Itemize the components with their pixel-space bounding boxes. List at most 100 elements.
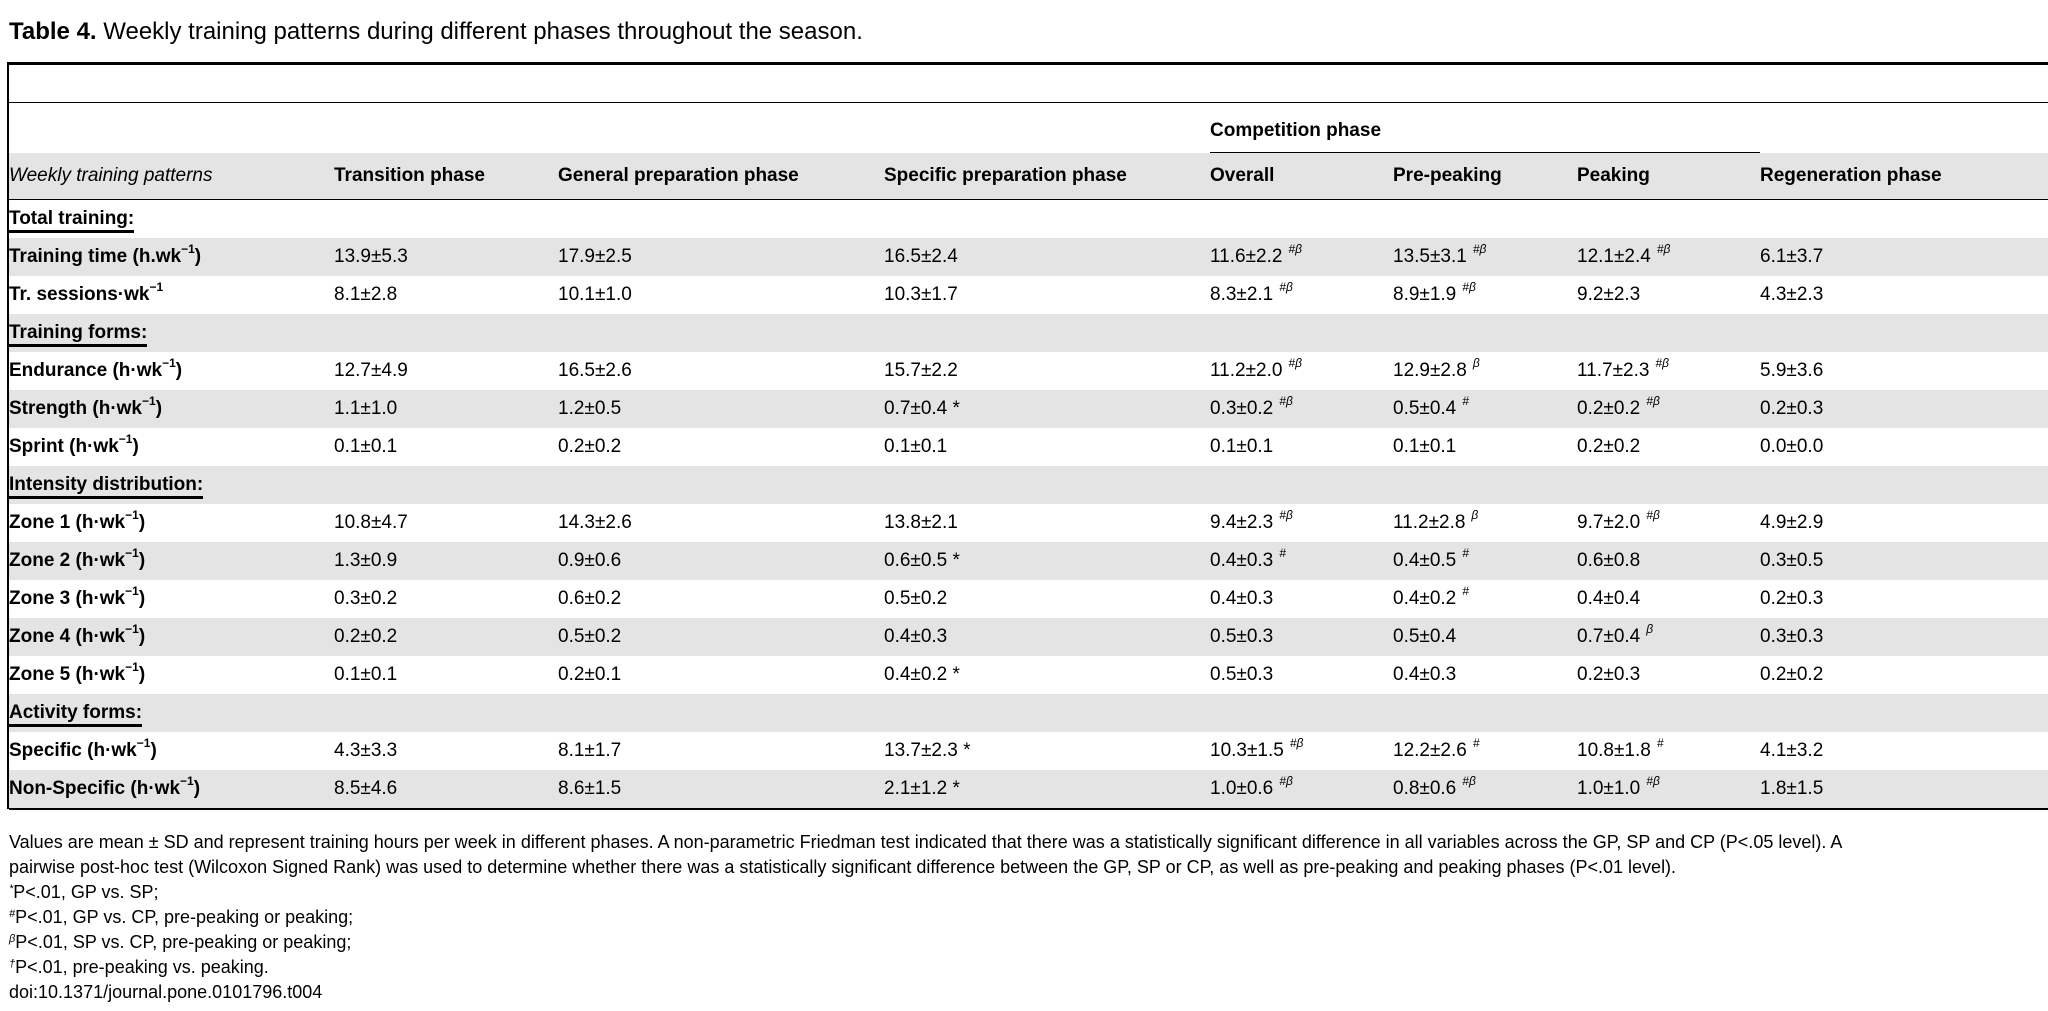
cell-value: 0.6±0.5 * — [884, 550, 960, 571]
cell-value: 0.4±0.4 — [1577, 588, 1641, 609]
table-cell: 8.3±2.1 #β — [1210, 276, 1393, 314]
table-cell: 8.1±1.7 — [558, 732, 884, 770]
cell-value: 0.5±0.3 — [1210, 626, 1274, 647]
footnote-symbol: # — [9, 908, 16, 920]
table-cell: 0.4±0.2 * — [884, 656, 1210, 694]
table-cell: 8.6±1.5 — [558, 770, 884, 810]
significance-marker: #β — [1279, 394, 1293, 408]
table-cell: 17.9±2.5 — [558, 238, 884, 276]
cell-value: 0.1±0.1 — [334, 436, 398, 457]
cell-value: 0.6±0.8 — [1577, 550, 1641, 571]
cell-value: 0.1±0.1 — [1210, 436, 1274, 457]
row-label-text: Zone 5 (h·wk — [9, 664, 126, 685]
table-cell: 12.2±2.6 # — [1393, 732, 1577, 770]
cell-value: 10.3±1.7 — [884, 284, 958, 305]
significance-marker: β — [1646, 622, 1654, 636]
table-cell: 0.5±0.2 — [558, 618, 884, 656]
significance-marker: #β — [1646, 394, 1660, 408]
table-row: Strength (h·wk−1) 1.1±1.0 1.2±0.5 0.7±0.4 *… — [9, 390, 2048, 428]
column-header: Specific preparation phase — [884, 152, 1210, 200]
table-cell: 0.1±0.1 — [884, 428, 1210, 466]
cell-value: 13.5±3.1 — [1393, 246, 1467, 267]
table-cell: 0.2±0.3 — [1577, 656, 1760, 694]
column-header: General preparation phase — [558, 152, 884, 200]
table-cell: 2.1±1.2 * — [884, 770, 1210, 810]
cell-value: 2.1±1.2 * — [884, 778, 960, 799]
table-cell: 16.5±2.6 — [558, 352, 884, 390]
row-label-text: Zone 1 (h·wk — [9, 512, 126, 533]
table-cell: 0.2±0.1 — [558, 656, 884, 694]
data-table: Competition phase Weekly training patter… — [9, 110, 2048, 810]
table-cell: 1.1±1.0 — [334, 390, 558, 428]
significance-marker: β — [1472, 356, 1480, 370]
cell-value: 12.2±2.6 — [1393, 740, 1467, 761]
footnote-line-2: pairwise post-hoc test (Wilcoxon Signed … — [9, 857, 1677, 877]
cell-value: 13.9±5.3 — [334, 246, 408, 267]
header-rule — [9, 102, 2048, 103]
group-header-row: Competition phase — [9, 110, 2048, 153]
table-footnotes: Values are mean ± SD and represent train… — [9, 830, 2039, 1005]
table-cell: 10.3±1.5 #β — [1210, 732, 1393, 770]
table-cell: 0.5±0.3 — [1210, 618, 1393, 656]
row-label-text: Endurance (h·wk — [9, 360, 163, 381]
table-cell: 0.3±0.2 #β — [1210, 390, 1393, 428]
table-cell: 12.1±2.4 #β — [1577, 238, 1761, 276]
row-label: Sprint (h·wk−1) — [9, 428, 334, 466]
table-cell: 16.5±2.4 — [884, 238, 1210, 276]
table-cell: 13.5±3.1 #β — [1393, 238, 1577, 276]
table-cell: 8.9±1.9 #β — [1393, 276, 1577, 314]
table-cell: 1.3±0.9 — [334, 542, 558, 580]
significance-marker: #β — [1289, 736, 1304, 750]
table-cell: 10.3±1.7 — [884, 276, 1210, 314]
cell-value: 1.0±1.0 — [1577, 778, 1641, 799]
row-label-text: Training time (h.wk — [9, 246, 182, 267]
significance-marker: #β — [1655, 356, 1669, 370]
row-label: Tr. sessions·wk−1 — [9, 276, 334, 314]
table-cell: 0.2±0.2 — [334, 618, 558, 656]
cell-value: 0.2±0.3 — [1760, 588, 1824, 609]
footnote-note: *P<.01, GP vs. SP; — [9, 880, 2039, 905]
table-row: Tr. sessions·wk−1 8.1±2.8 10.1±1.0 10.3±1.7… — [9, 276, 2048, 314]
row-label: Strength (h·wk−1) — [9, 390, 334, 428]
row-label-text: Zone 3 (h·wk — [9, 588, 126, 609]
table-cell: 4.1±3.2 — [1760, 732, 2048, 770]
cell-value: 12.9±2.8 — [1393, 360, 1467, 381]
section-cell: Activity forms: — [9, 694, 2048, 732]
cell-value: 0.3±0.3 — [1760, 626, 1824, 647]
unit-exponent: −1 — [125, 622, 139, 636]
table-cell: 10.8±4.7 — [334, 504, 558, 542]
table-cell: 9.2±2.3 — [1577, 276, 1760, 314]
row-label: Endurance (h·wk−1) — [9, 352, 334, 390]
cell-value: 0.7±0.4 * — [884, 398, 960, 419]
table-cell: 0.6±0.2 — [558, 580, 884, 618]
section-row: Training forms: — [9, 314, 2048, 352]
cell-value: 9.2±2.3 — [1577, 284, 1641, 305]
cell-value: 0.4±0.2 * — [884, 664, 960, 685]
significance-marker: #β — [1472, 242, 1487, 256]
left-border — [7, 62, 9, 809]
table-cell: 0.3±0.3 — [1760, 618, 2048, 656]
cell-value: 0.3±0.2 — [334, 588, 398, 609]
row-label-text: Sprint (h·wk — [9, 436, 119, 457]
cell-value: 0.4±0.3 — [1210, 550, 1274, 571]
cell-value: 1.1±1.0 — [334, 398, 398, 419]
significance-marker: #β — [1646, 508, 1660, 522]
unit-exponent: −1 — [149, 280, 164, 294]
table-cell: 0.1±0.1 — [1210, 428, 1393, 466]
table-cell: 12.9±2.8 β — [1393, 352, 1577, 390]
column-header-row: Weekly training patterns Transition phase… — [9, 152, 2048, 200]
table-row: Sprint (h·wk−1) 0.1±0.1 0.2±0.2 0.1±0.1 0.1±… — [9, 428, 2048, 466]
cell-value: 8.1±2.8 — [334, 284, 398, 305]
footnote-text: P<.01, pre-peaking vs. peaking. — [15, 957, 269, 977]
table-cell: 13.7±2.3 * — [884, 732, 1210, 770]
row-label-end: ) — [175, 360, 183, 381]
table-row: Training time (h.wk−1) 13.9±5.3 17.9±2.5 16… — [9, 238, 2048, 276]
table-cell: 11.7±2.3 #β — [1577, 352, 1760, 390]
table-cell: 0.9±0.6 — [558, 542, 884, 580]
significance-marker: #β — [1279, 280, 1293, 294]
row-label-end: ) — [132, 436, 139, 457]
cell-value: 0.3±0.2 — [1210, 398, 1274, 419]
table-cell: 0.2±0.2 — [1760, 656, 2048, 694]
cell-value: 4.3±3.3 — [334, 740, 398, 761]
table-cell: 5.9±3.6 — [1760, 352, 2048, 390]
